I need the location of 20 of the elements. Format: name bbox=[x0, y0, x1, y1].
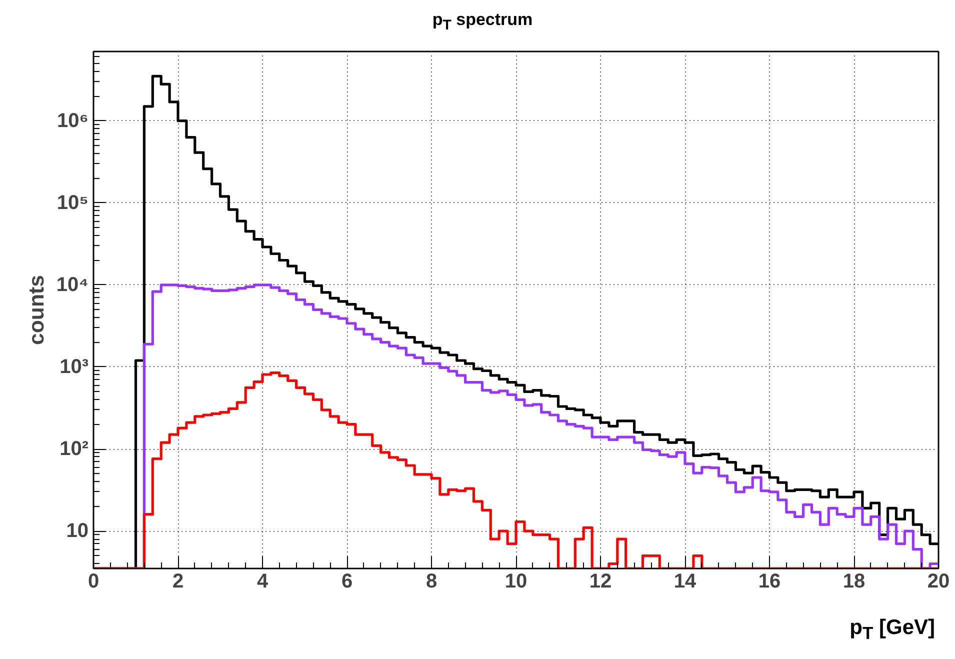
chart-title: p$_{T}$ spectrum bbox=[432, 9, 533, 36]
x-axis-title: p$_{T}$ [GeV] bbox=[850, 615, 935, 646]
y-tick-label: 10 bbox=[66, 520, 89, 542]
x-tick-label: 0 bbox=[88, 570, 100, 592]
x-tick-label: 18 bbox=[842, 570, 866, 592]
x-tick-label: 16 bbox=[758, 570, 781, 592]
y-tick-label: 10⁶ bbox=[57, 110, 89, 132]
x-tick-label: 6 bbox=[341, 570, 353, 592]
y-tick-label: 10² bbox=[60, 438, 89, 460]
x-tick-label: 8 bbox=[426, 570, 438, 592]
x-tick-label: 10 bbox=[504, 570, 528, 592]
x-tick-label: 12 bbox=[589, 570, 612, 592]
y-tick-label: 10⁵ bbox=[56, 192, 88, 214]
y-axis-title: counts bbox=[24, 275, 48, 345]
x-tick-label: 14 bbox=[674, 570, 697, 592]
x-tick-label: 2 bbox=[172, 570, 184, 592]
y-tick-label: 10⁴ bbox=[56, 274, 88, 296]
y-tick-label: 10³ bbox=[60, 356, 89, 378]
x-tick-label: 20 bbox=[927, 570, 950, 592]
x-tick-label: 4 bbox=[256, 570, 269, 592]
